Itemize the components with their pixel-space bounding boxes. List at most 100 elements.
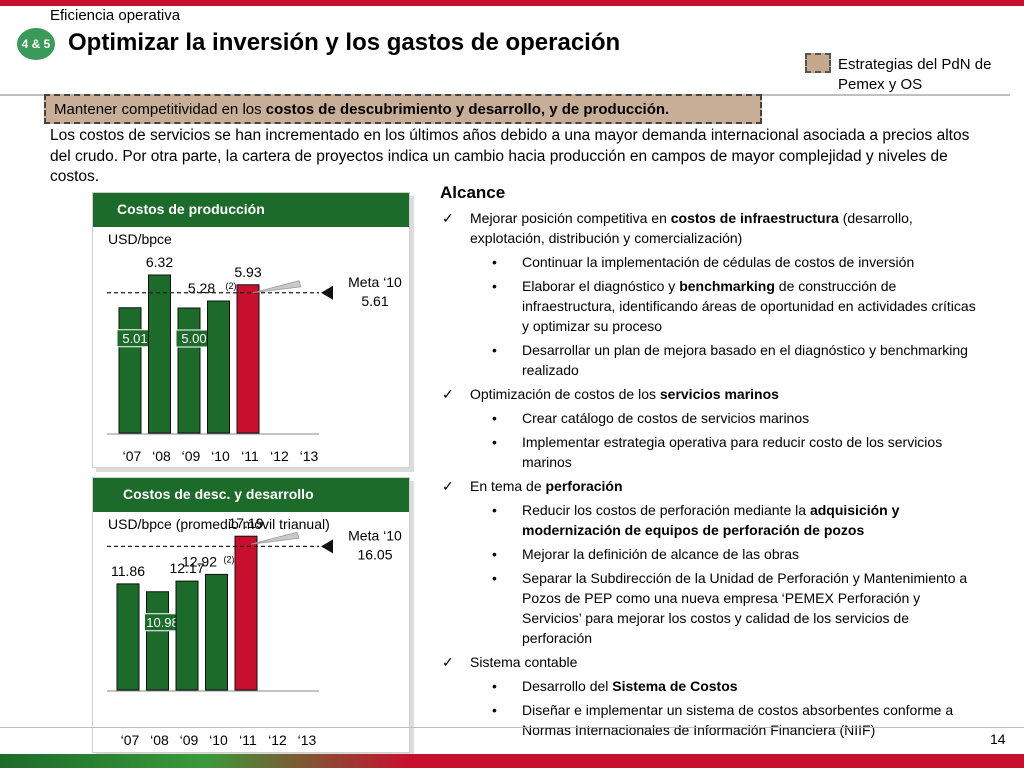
bullet-icon: • xyxy=(492,410,497,426)
data-label: 12.17 xyxy=(169,560,204,576)
legend-label: Estrategias del PdN de Pemex y OS xyxy=(838,56,992,93)
banner-bold-text: costos de descubrimiento y desarrollo, y… xyxy=(265,101,670,118)
unit-label: USD/bpce xyxy=(108,231,172,247)
check-icon: ✓ xyxy=(442,478,454,494)
scope-text: de construcción de infraestructura, iden… xyxy=(522,278,976,334)
category-label: ‘12 xyxy=(270,448,289,464)
scope-subitem: • Elaborar el diagnóstico y benchmarking … xyxy=(442,276,982,336)
scope-subitem: • Desarrollar un plan de mejora basado en… xyxy=(442,340,982,380)
category-label: ‘13 xyxy=(298,732,317,748)
category-label: ‘08 xyxy=(152,448,171,464)
bar xyxy=(175,580,199,691)
data-label: 17.19 xyxy=(228,515,263,531)
intro-paragraph: Los costos de servicios se han increment… xyxy=(50,127,970,185)
scope-text: costos de infraestructura xyxy=(670,210,839,226)
scope-text: En tema de xyxy=(470,478,546,494)
scope-text: Desarrollar un plan de mejora basado en … xyxy=(522,342,968,378)
category-label: ‘11 xyxy=(239,732,257,748)
bar xyxy=(236,284,260,434)
category-label: ‘07 xyxy=(123,448,142,464)
scope-subitem: • Diseñar e implementar un sistema de cos… xyxy=(442,700,982,740)
scope-heading: Alcance xyxy=(440,183,506,202)
category-label: ‘11 xyxy=(241,448,259,464)
check-icon: ✓ xyxy=(442,654,454,670)
bullet-icon: • xyxy=(492,278,497,294)
category-label: ‘12 xyxy=(268,732,287,748)
target-value: 5.61 xyxy=(361,293,388,309)
scope-subitem: • Mejorar la definición de alcance de las… xyxy=(442,544,982,564)
scope-text: Separar la Subdirección de la Unidad de … xyxy=(522,570,968,646)
target-value: 16.05 xyxy=(357,546,392,562)
scope-text: Sistema contable xyxy=(470,654,578,670)
scope-text: Implementar estrategia operativa para re… xyxy=(522,434,943,470)
bullet-icon: • xyxy=(492,502,497,518)
target-arrow-icon xyxy=(321,539,333,554)
banner-text: Mantener competitividad en los xyxy=(54,101,266,118)
category-label: ‘10 xyxy=(209,732,228,748)
scope-text: benchmarking xyxy=(679,278,775,294)
bullet-icon: • xyxy=(492,254,497,270)
scope-text: Mejorar posición competitiva en xyxy=(470,210,671,226)
production-cost-panel: Costos de producción USD/bpce 5.01 ‘07 6.3… xyxy=(92,192,410,468)
scope-subitem: • Desarrollo del Sistema de Costos xyxy=(442,676,982,696)
footnote-marker: (2) xyxy=(226,281,237,291)
panel-header: Costos de desc. y desarrollo xyxy=(93,478,409,512)
bullet-icon: • xyxy=(492,678,497,694)
scope-subitem: • Reducir los costos de perforación media… xyxy=(442,500,982,540)
bullet-icon: • xyxy=(492,702,497,718)
category-label: ‘07 xyxy=(121,732,140,748)
discovery-cost-panel: Costos de desc. y desarrollo USD/bpce (p… xyxy=(92,477,410,753)
bar xyxy=(148,274,171,434)
scope-item: ✓ Mejorar posición competitiva en costos … xyxy=(442,208,982,248)
data-label: 12.92 xyxy=(182,553,217,569)
objective-banner: Mantener competitividad en los costos de… xyxy=(44,94,762,124)
top-accent-bar xyxy=(0,0,1024,6)
footer-divider xyxy=(0,727,1024,728)
data-label: 5.00 xyxy=(181,331,206,346)
scope-subitem: • Continuar la implementación de cédulas … xyxy=(442,252,982,272)
bar xyxy=(234,535,258,691)
scope-text: Optimización de costos de los xyxy=(470,386,660,402)
footer-accent-bar xyxy=(0,754,1024,768)
data-label: 10.98 xyxy=(146,615,179,630)
footnote-marker: (2) xyxy=(224,554,235,564)
category-label: ‘08 xyxy=(150,732,169,748)
bar xyxy=(118,307,142,434)
scope-text: Elaborar el diagnóstico y xyxy=(522,278,680,294)
category-label: ‘10 xyxy=(211,448,230,464)
bar xyxy=(146,591,169,691)
data-label: 5.28 xyxy=(188,280,215,296)
scope-text: servicios marinos xyxy=(659,386,779,402)
section-label: Eficiencia operativa xyxy=(50,7,181,24)
scope-subitem: • Implementar estrategia operativa para r… xyxy=(442,432,982,472)
bar xyxy=(205,573,228,691)
bar xyxy=(207,300,230,434)
scope-text: perforación xyxy=(545,478,623,494)
bullet-icon: • xyxy=(492,342,497,358)
data-label: 11.86 xyxy=(111,563,145,579)
scope-item: ✓ Sistema contable xyxy=(442,652,982,672)
callout-pointer xyxy=(250,531,300,545)
scope-text: Sistema de Costos xyxy=(612,678,738,694)
bullet-icon: • xyxy=(492,546,497,562)
scope-text: Diseñar e implementar un sistema de cost… xyxy=(522,702,954,738)
bar xyxy=(177,307,201,434)
check-icon: ✓ xyxy=(442,210,454,226)
page-number: 14 xyxy=(990,731,1006,747)
data-label: 5.01 xyxy=(122,331,147,346)
scope-item: ✓ En tema de perforación xyxy=(442,476,982,496)
data-label: 6.32 xyxy=(146,254,173,270)
panel-title: Costos de desc. y desarrollo xyxy=(123,486,314,502)
check-icon: ✓ xyxy=(442,386,454,402)
page-title: Optimizar la inversión y los gastos de o… xyxy=(68,29,621,56)
panel-title: Costos de producción xyxy=(117,201,265,217)
scope-subitem: • Separar la Subdirección de la Unidad de… xyxy=(442,568,982,648)
scope-text: Continuar la implementación de cédulas d… xyxy=(522,254,915,270)
scope-subitem: • Crear catálogo de costos de servicios m… xyxy=(442,408,982,428)
bullet-icon: • xyxy=(492,570,497,586)
discovery-cost-chart: 11.86 ‘07 10.98 ‘08 12.17 ‘09 12.92 (2) ‘10 17.19… xyxy=(107,515,402,748)
legend-swatch xyxy=(805,53,831,73)
scope-text: Desarrollo del xyxy=(522,678,613,694)
category-label: ‘09 xyxy=(180,732,199,748)
scope-text: Crear catálogo de costos de servicios ma… xyxy=(522,410,810,426)
